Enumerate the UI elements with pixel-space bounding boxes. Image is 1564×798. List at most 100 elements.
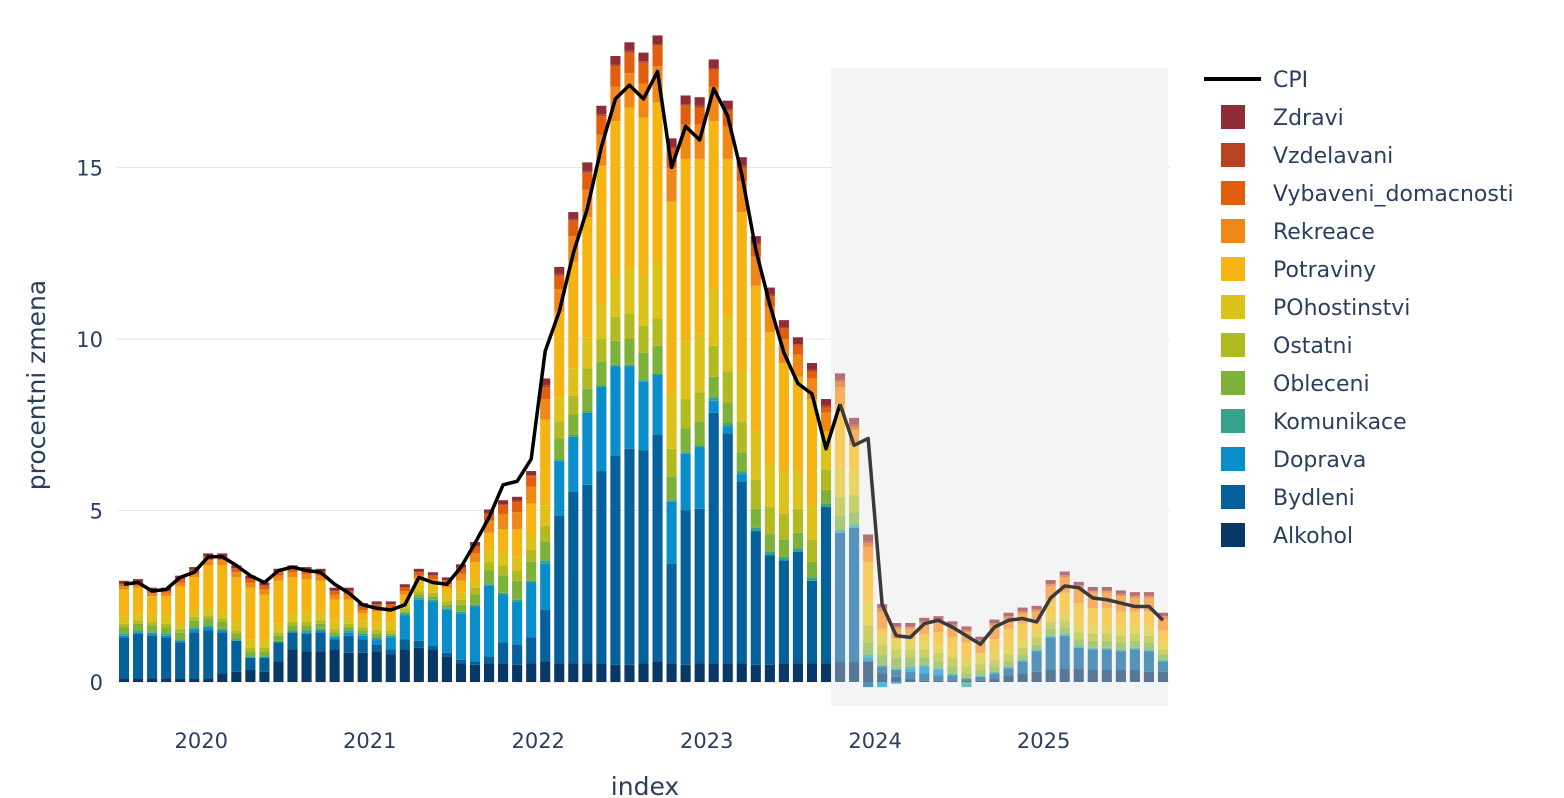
bar-pohostinstvi-2024-04[interactable] [919,640,930,650]
legend-item-vzdelavani[interactable]: Vzdelavani [1221,143,1393,169]
bar-bydleni-2025-08[interactable] [1143,651,1154,672]
bar-obleceni-2024-12[interactable] [1031,644,1042,650]
bar-komunikace-2019-12[interactable] [189,627,200,629]
bar-komunikace-2020-04[interactable] [245,656,256,658]
bar-doprava-2021-05[interactable] [427,601,438,646]
bar-alkohol-2023-09[interactable] [820,663,832,682]
bar-rekreace-2019-10[interactable] [161,592,172,597]
bar-komunikace-2024-07[interactable] [961,682,972,688]
bar-komunikace-2023-10[interactable] [835,529,846,533]
bar-pohostinstvi-2024-02[interactable] [891,640,902,650]
bar-obleceni-2023-06[interactable] [778,539,789,557]
bar-potraviny-2023-02[interactable] [722,158,733,317]
bar-zdravi-2021-01[interactable] [371,601,382,605]
bar-vzdelavani-2023-11[interactable] [849,424,860,427]
bar-vybaveni_domacnosti-2022-02[interactable] [554,275,565,290]
bar-pohostinstvi-2021-08[interactable] [469,579,481,588]
bar-vybaveni_domacnosti-2025-09[interactable] [1157,616,1169,619]
bar-bydleni-2020-12[interactable] [357,639,368,653]
bar-alkohol-2024-04[interactable] [919,680,930,682]
bar-bydleni-2020-10[interactable] [329,639,340,650]
bar-bydleni-2019-11[interactable] [175,642,186,679]
bar-pohostinstvi-2025-07[interactable] [1129,625,1140,634]
bar-doprava-2021-10[interactable] [498,594,509,643]
bar-alkohol-2021-08[interactable] [469,664,481,682]
bar-obleceni-2023-08[interactable] [806,561,818,578]
bar-komunikace-2023-11[interactable] [849,524,860,528]
bar-alkohol-2024-06[interactable] [947,680,958,682]
bar-alkohol-2022-04[interactable] [582,663,593,682]
bar-zdravi-2024-04[interactable] [919,617,930,622]
bar-bydleni-2023-12[interactable] [863,682,874,688]
bar-zdravi-2025-01[interactable] [1045,580,1056,584]
bar-ostatni-2023-03[interactable] [736,421,747,453]
bar-alkohol-2020-09[interactable] [315,651,326,682]
bar-komunikace-2025-01[interactable] [1045,635,1056,638]
bar-vzdelavani-2025-09[interactable] [1157,616,1169,617]
bar-komunikace-2024-03[interactable] [905,666,916,669]
bar-vzdelavani-2023-02[interactable] [722,109,733,111]
bar-zdravi-2024-08[interactable] [975,636,986,641]
bar-vzdelavani-2022-12[interactable] [694,105,705,108]
bar-vybaveni_domacnosti-2025-07[interactable] [1129,596,1140,598]
bar-bydleni-2024-05[interactable] [933,675,944,681]
bar-bydleni-2022-05[interactable] [596,471,607,664]
bar-zdravi-2024-10[interactable] [1003,612,1014,617]
bar-bydleni-2024-07[interactable] [961,678,972,681]
bar-ostatni-2022-03[interactable] [568,395,579,415]
bar-komunikace-2024-09[interactable] [989,671,1000,674]
bar-rekreace-2023-05[interactable] [764,306,775,333]
bar-obleceni-2022-11[interactable] [680,428,691,453]
bar-alkohol-2019-09[interactable] [147,678,158,682]
bar-ostatni-2020-04[interactable] [245,647,256,652]
bar-pohostinstvi-2020-09[interactable] [315,611,326,621]
bar-obleceni-2021-03[interactable] [399,611,410,614]
bar-obleceni-2025-06[interactable] [1115,642,1126,650]
bar-doprava-2019-10[interactable] [161,635,172,638]
bar-alkohol-2022-01[interactable] [540,661,551,682]
bar-pohostinstvi-2019-11[interactable] [175,621,186,629]
bar-rekreace-2021-08[interactable] [469,553,481,562]
bar-komunikace-2023-05[interactable] [764,551,775,556]
bar-vzdelavani-2024-08[interactable] [975,640,986,641]
bar-zdravi-2019-09[interactable] [147,587,158,591]
bar-potraviny-2024-07[interactable] [961,642,972,658]
bar-ostatni-2025-02[interactable] [1059,620,1070,628]
bar-ostatni-2025-04[interactable] [1087,633,1098,641]
bar-bydleni-2020-01[interactable] [203,630,214,679]
bar-potraviny-2025-01[interactable] [1045,599,1056,614]
bar-vybaveni_domacnosti-2022-11[interactable] [680,105,691,125]
bar-ostatni-2021-06[interactable] [441,601,452,605]
bar-ostatni-2020-03[interactable] [231,630,242,634]
bar-vzdelavani-2024-10[interactable] [1003,616,1014,617]
bar-potraviny-2024-02[interactable] [891,639,902,641]
bar-pohostinstvi-2020-11[interactable] [343,616,354,624]
bar-potraviny-2023-04[interactable] [750,285,761,432]
bar-doprava-2022-06[interactable] [610,366,621,456]
bar-potraviny-2020-08[interactable] [301,579,312,614]
bar-alkohol-2019-11[interactable] [175,678,186,682]
bar-potraviny-2023-12[interactable] [863,561,874,602]
bar-alkohol-2021-04[interactable] [413,647,424,682]
bar-alkohol-2023-10[interactable] [835,661,846,682]
bar-obleceni-2024-07[interactable] [961,673,972,679]
bar-zdravi-2022-02[interactable] [554,266,565,274]
bar-obleceni-2021-02[interactable] [385,633,396,636]
bar-ostatni-2022-06[interactable] [610,316,621,341]
bar-doprava-2024-01[interactable] [877,682,888,688]
bar-obleceni-2025-05[interactable] [1101,640,1112,648]
bar-potraviny-2022-11[interactable] [680,158,691,341]
bar-pohostinstvi-2020-08[interactable] [301,613,312,622]
bar-zdravi-2022-08[interactable] [638,52,649,62]
bar-alkohol-2025-01[interactable] [1045,669,1056,682]
bar-ostatni-2019-08[interactable] [133,620,144,624]
bar-obleceni-2024-10[interactable] [1003,661,1014,667]
bar-ostatni-2021-09[interactable] [484,561,495,571]
bar-obleceni-2020-08[interactable] [301,625,312,631]
bar-zdravi-2020-10[interactable] [329,587,340,591]
bar-vzdelavani-2025-08[interactable] [1143,595,1154,597]
bar-doprava-2022-10[interactable] [666,501,677,564]
bar-vybaveni_domacnosti-2024-12[interactable] [1031,609,1042,612]
bar-potraviny-2024-04[interactable] [919,633,930,641]
bar-zdravi-2021-04[interactable] [413,568,424,572]
